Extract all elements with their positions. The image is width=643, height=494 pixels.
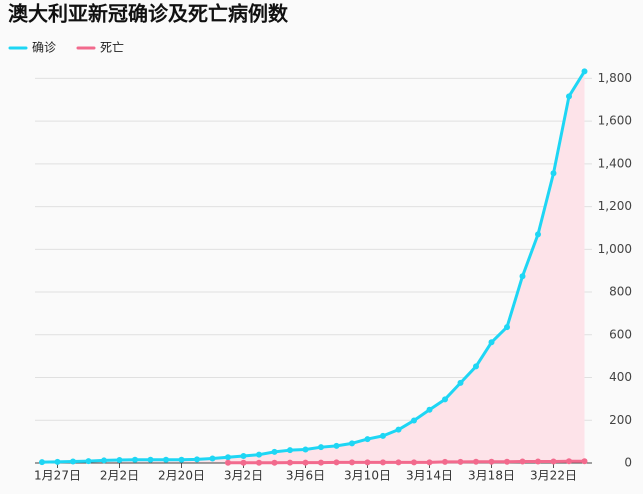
y-tick-label: 1,000 — [598, 242, 632, 256]
point — [535, 458, 541, 465]
point — [411, 459, 417, 466]
point — [581, 458, 588, 465]
y-tick-label: 0 — [624, 456, 632, 470]
point — [566, 458, 572, 465]
point — [364, 459, 371, 466]
point — [271, 448, 278, 455]
point — [426, 459, 433, 466]
point — [333, 459, 340, 466]
point — [116, 457, 123, 464]
point — [318, 444, 324, 451]
point — [411, 417, 417, 424]
point — [256, 459, 262, 466]
point — [473, 363, 479, 370]
point — [457, 379, 464, 386]
point — [178, 456, 185, 463]
point — [581, 68, 588, 75]
area — [42, 71, 585, 464]
point — [302, 459, 309, 466]
point — [380, 432, 386, 439]
point — [364, 436, 371, 443]
point — [54, 458, 61, 465]
chart-title: 澳大利亚新冠确诊及死亡病例数 — [8, 2, 289, 26]
point — [194, 456, 200, 463]
x-tick-label: 3月10日 — [344, 469, 391, 483]
point — [519, 273, 526, 280]
series-line — [228, 459, 585, 465]
x-tick-label: 3月18日 — [468, 469, 515, 483]
y-tick-label: 1,400 — [598, 156, 632, 170]
y-tick-label: 1,200 — [598, 199, 632, 213]
point — [39, 459, 45, 466]
point — [85, 458, 92, 465]
x-tick-label: 3月14日 — [406, 469, 453, 483]
point — [442, 396, 448, 403]
x-tick-label: 3月2日 — [224, 469, 263, 483]
point — [457, 458, 464, 465]
point — [333, 442, 340, 449]
y-tick-label: 1,800 — [598, 71, 632, 85]
point — [101, 457, 107, 464]
x-tick-label: 2月20日 — [158, 469, 205, 483]
x-tick-label: 1月27日 — [34, 469, 81, 483]
y-tick-label: 1,600 — [598, 114, 632, 128]
point — [395, 426, 402, 433]
point — [395, 459, 402, 466]
point — [550, 170, 557, 177]
point — [225, 454, 231, 461]
point — [225, 459, 231, 466]
point — [209, 455, 216, 462]
point — [473, 458, 479, 465]
point — [380, 459, 386, 466]
point — [488, 458, 495, 465]
point — [163, 456, 169, 463]
point — [349, 440, 355, 447]
point — [132, 456, 138, 463]
point — [504, 324, 510, 331]
point — [240, 452, 247, 459]
point — [287, 447, 293, 454]
legend-label: 死亡 — [100, 41, 124, 55]
point — [442, 458, 448, 465]
x-tick-label: 3月22日 — [530, 469, 577, 483]
legend-label: 确诊 — [32, 41, 56, 55]
x-tick-label: 2月2日 — [100, 469, 139, 483]
point — [519, 458, 526, 465]
point — [287, 459, 293, 466]
point — [147, 456, 154, 463]
point — [426, 406, 433, 413]
point — [488, 339, 495, 346]
point — [302, 446, 309, 453]
point — [566, 93, 572, 100]
y-tick-label: 600 — [609, 327, 632, 341]
x-tick-label: 3月6日 — [286, 469, 325, 483]
point — [550, 458, 557, 465]
point — [256, 451, 262, 458]
point — [349, 459, 355, 466]
point — [504, 458, 510, 465]
y-tick-label: 200 — [609, 413, 632, 427]
y-tick-label: 400 — [609, 370, 632, 384]
y-tick-label: 800 — [609, 285, 632, 299]
point — [240, 459, 247, 466]
point — [318, 459, 324, 466]
point — [70, 458, 76, 465]
point — [535, 231, 541, 238]
point — [271, 459, 278, 466]
